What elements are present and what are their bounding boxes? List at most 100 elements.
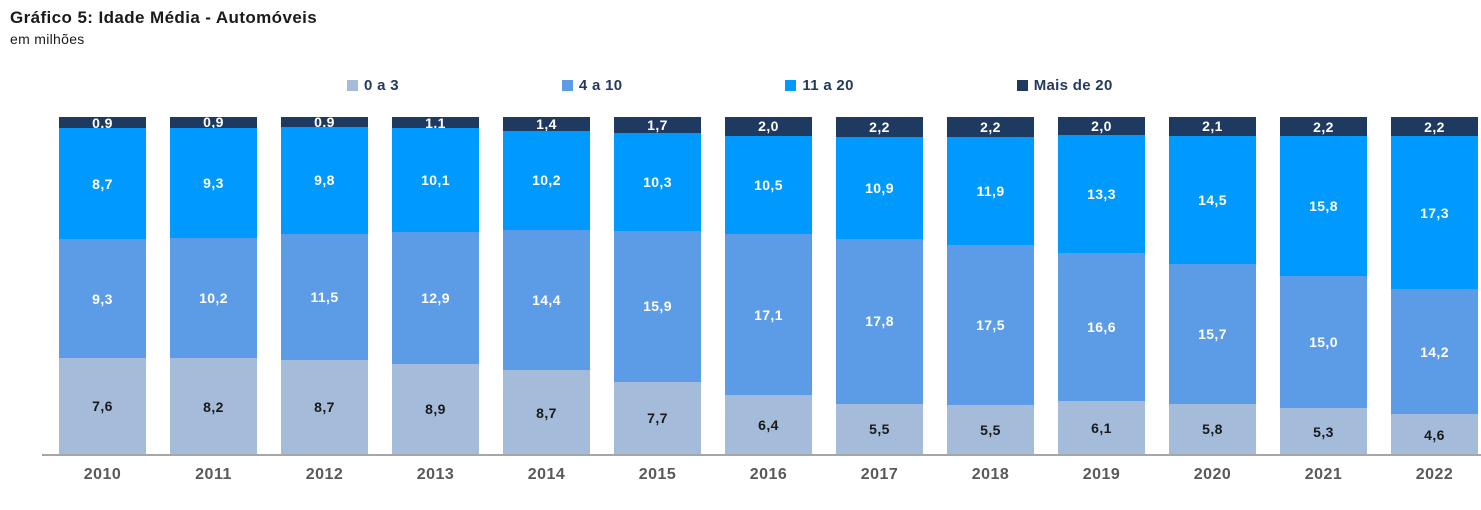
x-axis-label-2020: 2020 — [1193, 466, 1232, 483]
plot-area: 0,9 8,7 9,3 7,6 0,9 9,3 10,2 8,2 0,9 9,8 11,5 8,7 1,… — [42, 113, 1481, 455]
segment-label: 8,7 — [92, 175, 113, 192]
bar-2021: 2,2 15,8 15,0 5,3 — [1280, 117, 1367, 455]
legend-label: 4 a 10 — [578, 76, 623, 94]
segment-label: 15,9 — [643, 298, 672, 315]
segment-2020-11-a-20: 14,5 — [1169, 135, 1256, 265]
bar-2013: 1,1 10,1 12,9 8,9 — [392, 116, 479, 455]
segment-2015-4-a-10: 15,9 — [614, 230, 701, 382]
bar-2018: 2,2 11,9 17,5 5,5 — [947, 117, 1034, 455]
bar-2015: 1,7 10,3 15,9 7,7 — [614, 117, 701, 455]
chart-title: Gráfico 5: Idade Média - Automóveis — [10, 8, 318, 27]
segment-2021-11-a-20: 15,8 — [1280, 136, 1367, 276]
segment-label: 2,2 — [869, 119, 890, 136]
segment-2011-11-a-20: 9,3 — [170, 127, 257, 238]
segment-2018-11-a-20: 11,9 — [947, 137, 1034, 246]
segment-2019-0-a-3: 6,1 — [1058, 400, 1145, 455]
legend-item-11-a-20: 11 a 20 — [785, 77, 853, 94]
segment-label: 2,1 — [1202, 118, 1223, 135]
segment-label: 15,0 — [1309, 334, 1338, 351]
segment-label: 2,2 — [1313, 118, 1334, 135]
segment-2010-0-a-3: 7,6 — [59, 358, 146, 455]
segment-2018-mais-de-20: 2,2 — [947, 117, 1034, 138]
legend: 0 a 3 4 a 10 11 a 20 Mais de 20 — [42, 76, 1481, 94]
segment-2016-mais-de-20: 2,0 — [725, 117, 812, 136]
segment-label: 14,4 — [532, 292, 561, 309]
segment-2010-mais-de-20: 0,9 — [59, 116, 146, 130]
x-axis-label-2016: 2016 — [749, 466, 788, 483]
segment-2012-4-a-10: 11,5 — [281, 234, 368, 360]
segment-2010-11-a-20: 8,7 — [59, 128, 146, 240]
segment-2012-0-a-3: 8,7 — [281, 359, 368, 455]
segment-label: 2,2 — [1424, 118, 1445, 135]
segment-2013-0-a-3: 8,9 — [392, 363, 479, 455]
segment-label: 17,3 — [1420, 204, 1449, 221]
segment-2018-0-a-3: 5,5 — [947, 404, 1034, 455]
legend-item-0-a-3: 0 a 3 — [347, 77, 399, 94]
segment-label: 14,2 — [1420, 343, 1449, 360]
segment-label: 5,5 — [980, 421, 1001, 438]
segment-2019-4-a-10: 16,6 — [1058, 253, 1145, 401]
bar-2014: 1,4 10,2 14,4 8,7 — [503, 117, 590, 455]
segment-label: 0,9 — [314, 113, 335, 130]
bar-2016: 2,0 10,5 17,1 6,4 — [725, 117, 812, 455]
segment-2016-4-a-10: 17,1 — [725, 234, 812, 395]
segment-2014-11-a-20: 10,2 — [503, 130, 590, 230]
x-axis-label-2012: 2012 — [305, 466, 344, 483]
segment-2016-11-a-20: 10,5 — [725, 135, 812, 235]
bar-2020: 2,1 14,5 15,7 5,8 — [1169, 117, 1256, 455]
segment-label: 16,6 — [1087, 318, 1116, 335]
segment-label: 5,8 — [1202, 421, 1223, 438]
segment-2015-mais-de-20: 1,7 — [614, 117, 701, 134]
segment-2017-11-a-20: 10,9 — [836, 137, 923, 239]
bars-container: 0,9 8,7 9,3 7,6 0,9 9,3 10,2 8,2 0,9 9,8 11,5 8,7 1,… — [59, 113, 1478, 455]
segment-2013-4-a-10: 12,9 — [392, 231, 479, 364]
segment-2022-0-a-3: 4,6 — [1391, 414, 1478, 455]
x-axis-label-2013: 2013 — [416, 466, 455, 483]
segment-label: 13,3 — [1087, 185, 1116, 202]
segment-label: 17,8 — [865, 313, 894, 330]
segment-label: 2,0 — [758, 118, 779, 135]
segment-label: 14,5 — [1198, 191, 1227, 208]
segment-label: 17,5 — [976, 317, 1005, 334]
chart-subtitle: em milhões — [10, 31, 85, 47]
segment-2012-mais-de-20: 0,9 — [281, 113, 368, 130]
segment-2017-0-a-3: 5,5 — [836, 403, 923, 455]
x-axis-label-2022: 2022 — [1415, 466, 1454, 483]
segment-label: 17,1 — [754, 306, 783, 323]
x-axis-label-2017: 2017 — [860, 466, 899, 483]
segment-label: 10,1 — [421, 171, 450, 188]
x-axis-label-2019: 2019 — [1082, 466, 1121, 483]
segment-2011-4-a-10: 10,2 — [170, 237, 257, 359]
segment-label: 1,4 — [536, 115, 557, 132]
segment-2018-4-a-10: 17,5 — [947, 245, 1034, 405]
segment-label: 8,7 — [314, 399, 335, 416]
segment-2021-4-a-10: 15,0 — [1280, 275, 1367, 409]
segment-label: 9,3 — [203, 174, 224, 191]
x-axis-line — [42, 454, 1481, 456]
segment-2013-mais-de-20: 1,1 — [392, 116, 479, 130]
segment-label: 2,2 — [980, 119, 1001, 136]
bar-2012: 0,9 9,8 11,5 8,7 — [281, 113, 368, 455]
segment-label: 11,9 — [976, 183, 1005, 200]
legend-label: 11 a 20 — [802, 76, 854, 94]
segment-label: 9,8 — [314, 172, 335, 189]
segment-2016-0-a-3: 6,4 — [725, 394, 812, 455]
segment-label: 6,1 — [1091, 419, 1112, 436]
bar-2010: 0,9 8,7 9,3 7,6 — [59, 116, 146, 455]
segment-2022-mais-de-20: 2,2 — [1391, 117, 1478, 137]
segment-label: 9,3 — [92, 290, 113, 307]
x-axis-label-2010: 2010 — [83, 466, 122, 483]
segment-label: 10,9 — [865, 180, 894, 197]
segment-2022-4-a-10: 14,2 — [1391, 289, 1478, 415]
segment-label: 7,6 — [92, 398, 113, 415]
segment-label: 10,2 — [199, 289, 228, 306]
segment-label: 4,6 — [1424, 426, 1445, 443]
x-axis-label-2014: 2014 — [527, 466, 566, 483]
segment-2014-mais-de-20: 1,4 — [503, 117, 590, 131]
segment-label: 5,3 — [1313, 423, 1334, 440]
legend-swatch-icon — [347, 79, 358, 91]
segment-2017-4-a-10: 17,8 — [836, 238, 923, 404]
legend-label: 0 a 3 — [364, 76, 399, 94]
segment-label: 10,2 — [532, 172, 561, 189]
